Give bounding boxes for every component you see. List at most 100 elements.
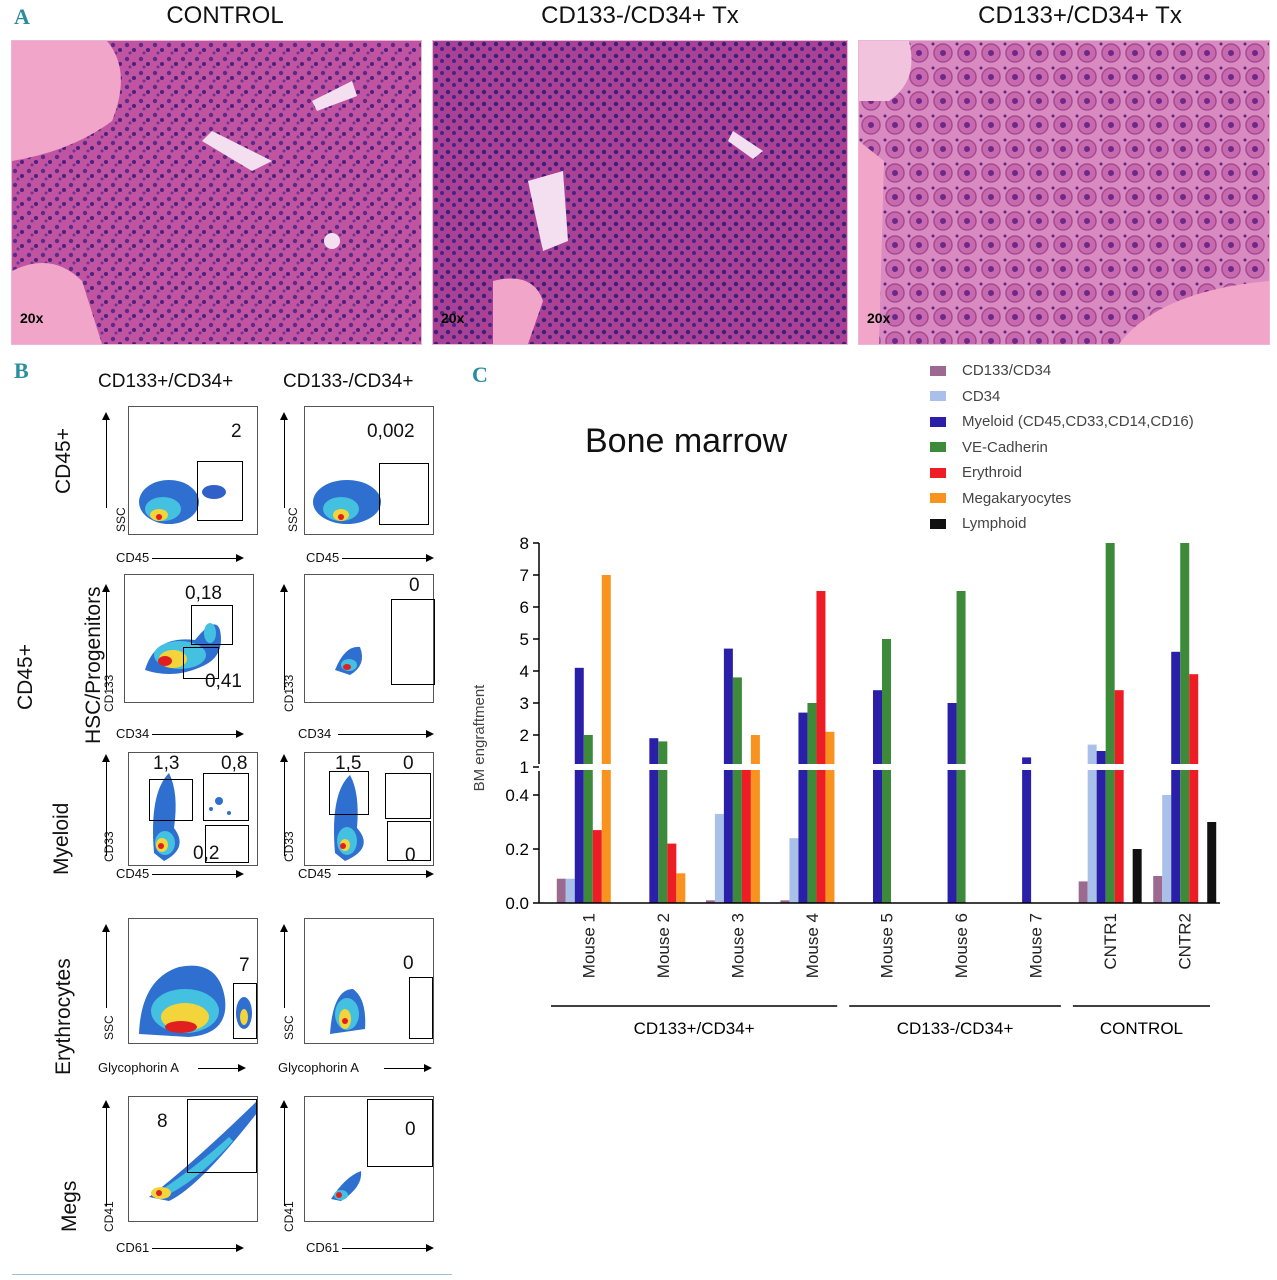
density-cloud: [313, 480, 381, 524]
category-label: Mouse 5: [878, 913, 897, 978]
bar: [882, 639, 891, 903]
histology-texture-control: [12, 41, 421, 344]
x-arrow: [338, 730, 434, 738]
flow-row-label-myeloid: Myeloid: [50, 802, 73, 875]
flow-x-label: CD34: [116, 726, 150, 741]
gate-cd41-cd61: [187, 1099, 257, 1173]
x-arrow: [198, 1064, 246, 1072]
bar: [798, 712, 808, 903]
category-label: CNTR2: [1176, 913, 1195, 970]
histology-image-control: 20x: [11, 40, 422, 345]
bar: [714, 813, 724, 903]
y-tick-label: 0.4: [505, 786, 529, 805]
y-arrow: [102, 754, 110, 856]
bar: [789, 838, 799, 903]
bar: [556, 878, 566, 903]
bar: [1180, 543, 1190, 903]
magnification-label: 20x: [867, 310, 891, 326]
category-label: Mouse 1: [579, 913, 598, 978]
flow-y-label: SSC: [102, 1015, 116, 1040]
category-label: Mouse 2: [654, 913, 673, 978]
legend-swatch: [930, 518, 946, 529]
y-arrow: [102, 412, 110, 508]
legend-swatch: [930, 365, 946, 376]
bar: [1022, 757, 1032, 903]
gate-value: 0,8: [221, 753, 248, 774]
panel-a-letter: A: [14, 4, 30, 29]
legend-label: Erythroid: [962, 464, 1023, 481]
flow-x-label: Glycophorin A: [278, 1060, 359, 1075]
gate-value: 0,002: [367, 421, 415, 442]
flow-y-label: CD33: [102, 831, 116, 862]
gate-value: 7: [239, 955, 250, 976]
flow-plot-myeloid-neg: 1,5 0 0: [304, 752, 434, 866]
gate-cd45: [197, 461, 243, 521]
gate-cd34: [183, 647, 219, 679]
bar: [1162, 795, 1172, 903]
bar: [732, 677, 742, 903]
panel-c-letter: C: [472, 362, 488, 387]
gate-value: 0: [409, 575, 420, 596]
flow-plot-erythro-neg: 0: [304, 918, 434, 1044]
bar: [873, 690, 882, 903]
y-arrow: [280, 1100, 288, 1206]
gate-myeloid: [329, 771, 369, 815]
histology-title-control: CONTROL: [166, 2, 284, 29]
flow-plot-megs-neg: 0: [304, 1096, 434, 1222]
flow-y-label: SSC: [282, 1015, 296, 1040]
bar-chart: Mouse 1 Mouse 2 Mouse 3 Mouse 4 Mouse 5 Mouse…: [471, 534, 1222, 1038]
density-cloud: [335, 646, 363, 675]
gate-value: 0: [403, 953, 414, 974]
bar: [658, 741, 668, 903]
y-arrow: [102, 584, 110, 690]
bar: [816, 591, 826, 903]
density-cloud: [139, 480, 226, 524]
bar: [1189, 674, 1199, 903]
y-tick-label: 1: [520, 758, 529, 777]
category-label: Mouse 7: [1027, 913, 1046, 978]
gate-value: 0: [405, 1119, 416, 1140]
gate-cd45: [379, 463, 429, 525]
y-arrow: [280, 584, 288, 690]
magnification-label: 20x: [20, 310, 44, 326]
y-arrow: [102, 924, 110, 1008]
flow-plot-erythro-pos: 7: [128, 918, 258, 1044]
x-arrow: [152, 730, 244, 738]
flow-x-label: CD34: [298, 726, 332, 741]
flow-plot-cd45-neg: 0,002: [304, 406, 434, 535]
bar: [592, 830, 602, 903]
histology-texture-cd133pos: [859, 41, 1269, 344]
y-arrow: [102, 1100, 110, 1206]
bar: [649, 738, 659, 903]
bar: [574, 667, 584, 903]
y-arrow: [280, 754, 288, 856]
gate-myeloid: [149, 779, 193, 821]
histology-title-cd133pos: CD133+/CD34+ Tx: [978, 2, 1182, 29]
y-tick-label: 5: [520, 630, 529, 649]
x-arrow: [152, 1244, 244, 1252]
gate-value: 8: [157, 1111, 168, 1132]
legend-swatch: [930, 493, 946, 503]
y-tick-label: 4: [520, 662, 529, 681]
legend-label: Lymphoid: [962, 515, 1027, 532]
histology-image-cd133pos: 20x: [858, 40, 1270, 345]
legend-item: Lymphoid: [930, 515, 1026, 532]
bar: [1105, 543, 1115, 903]
flow-row-label-hsc: HSC/Progenitors: [82, 586, 105, 744]
flow-y-label: CD133: [102, 674, 116, 712]
group-label: CD133+/CD34+: [634, 1019, 755, 1038]
flow-x-label: Glycophorin A: [98, 1060, 179, 1075]
x-arrow: [152, 554, 244, 562]
legend-label: Myeloid (CD45,CD33,CD14,CD16): [962, 413, 1194, 430]
gate-value: 0: [403, 753, 414, 774]
density-cloud: [149, 1101, 257, 1201]
legend-swatch: [930, 467, 946, 478]
group-label: CD133-/CD34+: [897, 1019, 1014, 1038]
bar: [1078, 881, 1088, 903]
category-label: Mouse 3: [728, 913, 747, 978]
bar: [583, 735, 593, 903]
gate-value: 1,5: [335, 753, 362, 774]
chart-title: Bone marrow: [585, 422, 788, 460]
bar: [947, 703, 957, 903]
gate-myeloid: [385, 773, 431, 819]
